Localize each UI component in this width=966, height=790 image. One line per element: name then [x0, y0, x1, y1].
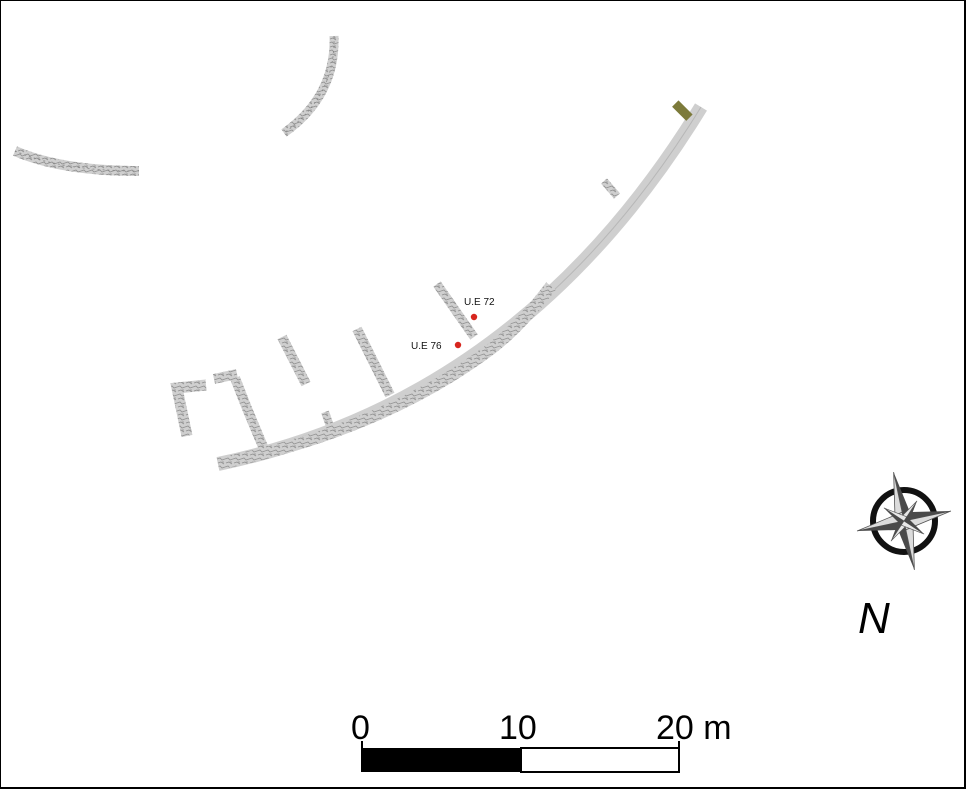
ue72-marker — [470, 313, 478, 321]
ue72-label: U.E 72 — [464, 297, 495, 308]
room-walls — [170, 369, 269, 451]
olive-block — [672, 100, 693, 121]
arc-wall-upper-center — [281, 35, 339, 137]
north-label: N — [858, 594, 890, 643]
main-curved-wall — [216, 103, 707, 471]
ue76-marker — [454, 341, 462, 349]
scale-tick-20: 20 m — [656, 709, 732, 747]
scale-bar-white-segment — [520, 747, 680, 773]
scale-bar: 0 10 20 m — [351, 709, 732, 773]
arc-wall-upper-left — [13, 146, 140, 176]
compass-rose-icon — [856, 472, 952, 570]
ue76-label: U.E 76 — [411, 341, 442, 352]
scale-tick-10: 10 — [499, 709, 537, 747]
scale-tick-0: 0 — [351, 709, 370, 747]
perpendicular-walls — [277, 178, 621, 431]
scale-bar-black-segment — [362, 748, 521, 772]
